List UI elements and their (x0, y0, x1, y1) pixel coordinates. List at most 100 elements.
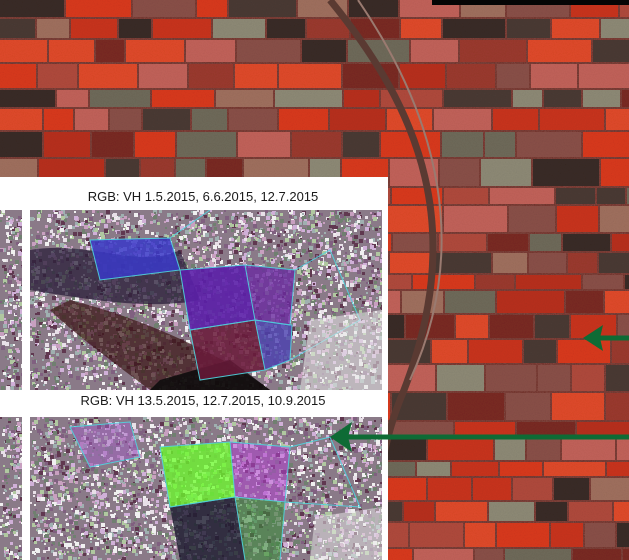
speckle-pixel (350, 280, 354, 284)
speckle-pixel (47, 327, 50, 330)
speckle-pixel (199, 257, 203, 261)
speckle-pixel (94, 228, 98, 232)
speckle-pixel (46, 339, 48, 341)
speckle-pixel (261, 229, 265, 233)
speckle-pixel (247, 227, 250, 230)
speckle-pixel (313, 283, 315, 285)
speckle-pixel (60, 368, 64, 372)
speckle-pixel (93, 365, 95, 367)
field-parcel (349, 0, 398, 17)
speckle-pixel (46, 389, 48, 390)
speckle-pixel (281, 256, 283, 258)
speckle-pixel (2, 370, 4, 372)
speckle-pixel (303, 221, 307, 225)
speckle-pixel (61, 216, 65, 220)
speckle-pixel (171, 304, 174, 307)
speckle-pixel (5, 299, 8, 302)
speckle-pixel (291, 220, 295, 224)
speckle-pixel (11, 250, 15, 254)
field-parcel (448, 393, 504, 420)
speckle-pixel (2, 524, 5, 527)
speckle-pixel (32, 360, 36, 364)
speckle-pixel (53, 214, 57, 218)
speckle-pixel (207, 241, 210, 244)
speckle-pixel (341, 267, 344, 270)
speckle-pixel (48, 321, 52, 325)
speckle-pixel (4, 369, 6, 371)
speckle-pixel (30, 227, 32, 229)
speckle-pixel (44, 318, 47, 321)
speckle-pixel (15, 260, 19, 264)
speckle-pixel (19, 286, 22, 289)
field-parcel (229, 0, 296, 17)
speckle-pixel (328, 229, 330, 231)
speckle-pixel (67, 340, 70, 343)
speckle-pixel (145, 320, 147, 322)
speckle-pixel (333, 243, 335, 245)
speckle-pixel (369, 301, 372, 304)
speckle-pixel (370, 212, 372, 214)
speckle-pixel (77, 223, 80, 226)
speckle-pixel (56, 341, 58, 343)
speckle-pixel (15, 433, 17, 435)
speckle-pixel (117, 308, 121, 312)
field-parcel (392, 188, 442, 204)
speckle-pixel (244, 246, 247, 249)
speckle-pixel (10, 221, 13, 224)
speckle-pixel (273, 240, 275, 242)
speckle-pixel (245, 219, 248, 222)
speckle-pixel (5, 490, 7, 492)
speckle-pixel (272, 225, 275, 228)
speckle-pixel (374, 269, 377, 272)
speckle-pixel (53, 210, 55, 212)
speckle-pixel (298, 242, 302, 246)
speckle-pixel (13, 484, 17, 488)
speckle-pixel (372, 227, 375, 230)
speckle-pixel (51, 550, 54, 553)
speckle-pixel (9, 270, 12, 273)
speckle-pixel (82, 229, 85, 232)
speckle-pixel (307, 321, 311, 325)
speckle-pixel (189, 229, 192, 232)
speckle-pixel (111, 362, 114, 365)
speckle-pixel (322, 285, 326, 289)
field-parcel (440, 159, 479, 186)
speckle-pixel (258, 212, 261, 215)
speckle-pixel (257, 212, 259, 214)
field-parcel (177, 132, 236, 157)
speckle-pixel (218, 220, 222, 224)
speckle-pixel (373, 277, 375, 279)
speckle-pixel (32, 332, 35, 335)
speckle-pixel (264, 257, 267, 260)
speckle-pixel (231, 229, 234, 232)
speckle-pixel (123, 306, 125, 308)
speckle-pixel (344, 271, 347, 274)
speckle-pixel (203, 251, 205, 253)
speckle-pixel (364, 238, 366, 240)
speckle-pixel (103, 306, 105, 308)
field-parcel (605, 291, 629, 313)
composite-title-1: RGB: VH 1.5.2015, 6.6.2015, 12.7.2015 (87, 189, 319, 204)
speckle-pixel (8, 291, 11, 294)
speckle-pixel (101, 355, 103, 357)
speckle-pixel (155, 220, 158, 223)
speckle-pixel (258, 239, 261, 242)
speckle-pixel (15, 546, 18, 549)
speckle-pixel (345, 252, 347, 254)
speckle-pixel (299, 499, 302, 502)
speckle-pixel (243, 220, 246, 223)
speckle-pixel (226, 225, 229, 228)
speckle-pixel (269, 224, 272, 227)
speckle-pixel (159, 210, 162, 213)
speckle-pixel (17, 440, 20, 443)
speckle-pixel (376, 278, 378, 280)
speckle-pixel (10, 259, 12, 261)
speckle-pixel (360, 295, 362, 297)
speckle-pixel (212, 233, 215, 236)
speckle-pixel (16, 299, 18, 301)
speckle-pixel (140, 228, 142, 230)
speckle-pixel (16, 514, 20, 518)
speckle-pixel (107, 309, 110, 312)
speckle-pixel (184, 246, 187, 249)
speckle-pixel (342, 226, 345, 229)
